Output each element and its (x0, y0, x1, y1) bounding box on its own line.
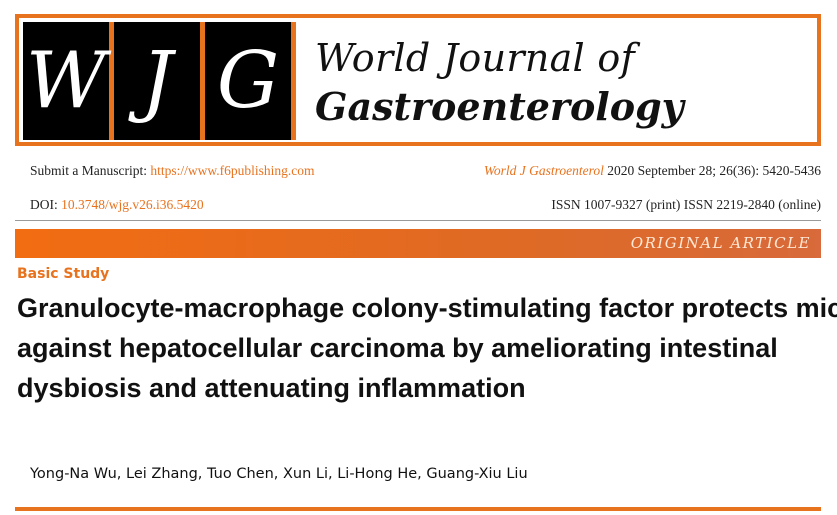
submit-label: Submit a Manuscript: (30, 163, 147, 178)
issn: ISSN 1007-9327 (print) ISSN 2219-2840 (o… (551, 197, 821, 212)
journal-masthead: W J G World Journal of Gastroenterology (15, 14, 821, 146)
title-line: dysbiosis and attenuating inflammation (17, 373, 526, 403)
title-line: against hepatocellular carcinoma by amel… (17, 333, 778, 363)
article-type-label: ORIGINAL ARTICLE (630, 234, 811, 252)
article-type-band: ORIGINAL ARTICLE (15, 229, 821, 258)
divider-line (15, 220, 821, 221)
doi-link[interactable]: 10.3748/wjg.v26.i36.5420 (61, 197, 204, 212)
logo-letter-g: G (205, 22, 296, 140)
citation-journal: World J Gastroenterol (483, 163, 604, 178)
doi-label: DOI: (30, 197, 58, 212)
bottom-divider (15, 507, 821, 511)
citation: World J Gastroenterol 2020 September 28;… (484, 163, 821, 179)
submit-url-link[interactable]: https://www.f6publishing.com (150, 163, 315, 178)
title-line: Granulocyte-macrophage colony-stimulatin… (17, 293, 837, 323)
logo-letter-j: J (114, 22, 205, 140)
article-title: Granulocyte-macrophage colony-stimulatin… (17, 288, 837, 408)
journal-name-line1: World Journal of (315, 36, 635, 80)
submit-manuscript: Submit a Manuscript: https://www.f6publi… (30, 163, 315, 179)
journal-name-line2: Gastroenterology (315, 84, 684, 129)
logo-letter-w: W (23, 22, 114, 140)
citation-details: 2020 September 28; 26(36): 5420-5436 (607, 163, 821, 178)
section-label: Basic Study (17, 266, 110, 282)
author-list: Yong-Na Wu, Lei Zhang, Tuo Chen, Xun Li,… (30, 466, 528, 482)
doi: DOI: 10.3748/wjg.v26.i36.5420 (30, 197, 204, 213)
